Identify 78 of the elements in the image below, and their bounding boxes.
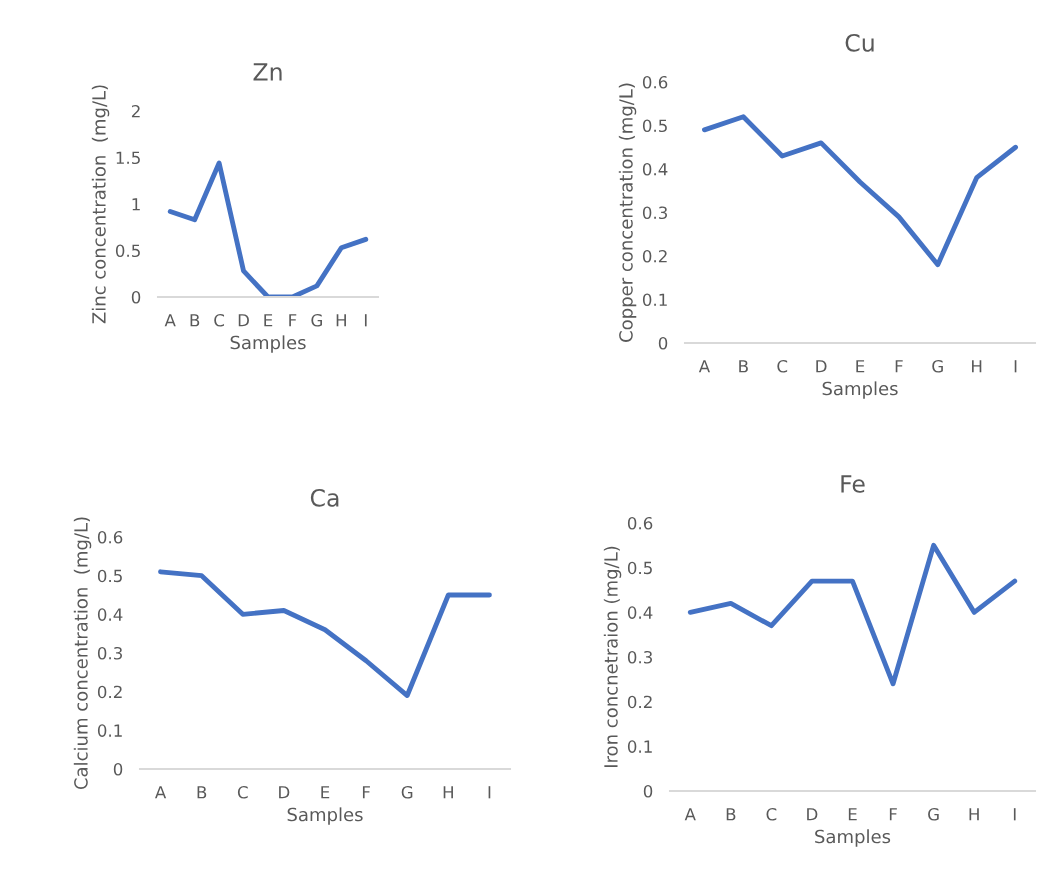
line-series xyxy=(687,542,1018,687)
x-tick-label: E xyxy=(321,786,330,799)
x-tick-label: H xyxy=(969,808,979,821)
y-tick-label: 0.4 xyxy=(627,606,653,619)
x-axis-title: Samples xyxy=(815,829,891,847)
x-tick-label: H xyxy=(336,314,346,327)
x-tick-label: E xyxy=(264,314,273,327)
y-axis-title: Iron concnetraion (mg/L) xyxy=(603,546,622,768)
x-tick-label: A xyxy=(698,360,711,373)
y-tick-label: 0 xyxy=(658,336,668,350)
y-tick-label: 0.6 xyxy=(642,75,668,89)
y-tick-label: 0.6 xyxy=(97,530,123,544)
y-tick-label: 1 xyxy=(132,198,140,211)
y-tick-label: 0.4 xyxy=(642,162,668,176)
x-tick-label: F xyxy=(289,314,297,327)
y-tick-label: 0.3 xyxy=(642,206,667,220)
y-tick-label: 0 xyxy=(113,762,123,776)
y-tick-label: 0.3 xyxy=(627,650,652,664)
y-tick-label: 0.2 xyxy=(97,685,122,699)
x-tick-label: I xyxy=(488,786,491,799)
y-tick-label: 1.5 xyxy=(116,151,140,165)
x-tick-label: D xyxy=(816,360,827,373)
x-tick-label: D xyxy=(807,808,818,821)
chart-title: Ca xyxy=(310,488,339,507)
y-tick-label: 0.6 xyxy=(627,516,653,530)
y-tick-label: 0.2 xyxy=(627,695,652,709)
y-tick-label: 0.4 xyxy=(97,608,123,621)
x-tick-label: H xyxy=(972,360,982,373)
x-tick-label: B xyxy=(726,808,736,821)
chart-title: Fe xyxy=(841,475,865,493)
x-tick-label: C xyxy=(777,359,788,373)
chart-title: Zn xyxy=(253,63,282,81)
y-axis-title: Calcium concentration (mg/L) xyxy=(73,517,92,790)
x-tick-label: G xyxy=(401,785,413,799)
y-tick-label: 0.5 xyxy=(642,119,667,133)
x-tick-label: G xyxy=(311,313,322,327)
x-tick-label: F xyxy=(895,360,903,373)
x-tick-label: F xyxy=(362,786,370,799)
x-tick-label: G xyxy=(932,359,943,373)
y-axis-title: Copper concentration (mg/L) xyxy=(618,83,637,342)
y-tick-label: 0.1 xyxy=(627,740,652,753)
y-tick-label: 0.5 xyxy=(115,244,140,258)
x-tick-label: E xyxy=(856,360,865,373)
x-tick-label: H xyxy=(443,786,453,799)
y-tick-label: 0.1 xyxy=(97,724,122,737)
y-tick-label: 0 xyxy=(643,784,653,798)
y-axis-title: Zinc concentration (mg/L) xyxy=(91,85,110,324)
y-tick-label: 2 xyxy=(131,104,140,118)
x-axis-title: Samples xyxy=(822,381,898,399)
y-tick-label: 0.2 xyxy=(642,249,667,263)
x-tick-label: A xyxy=(684,808,696,821)
x-tick-label: B xyxy=(190,314,200,327)
x-tick-label: G xyxy=(928,807,939,821)
y-tick-label: 0.5 xyxy=(97,569,122,583)
x-tick-label: D xyxy=(238,314,249,327)
x-axis-title: Samples xyxy=(230,335,306,353)
x-tick-label: B xyxy=(197,786,207,799)
chart-title: Cu xyxy=(845,33,874,52)
x-tick-label: F xyxy=(889,808,897,821)
y-tick-label: 0.3 xyxy=(97,646,122,660)
x-tick-label: E xyxy=(848,808,857,821)
line-series xyxy=(158,569,492,698)
x-tick-label: C xyxy=(237,785,248,799)
y-tick-label: 0.5 xyxy=(627,561,652,575)
x-tick-label: I xyxy=(364,314,367,327)
x-tick-label: A xyxy=(154,786,167,799)
y-tick-label: 0.1 xyxy=(642,293,667,307)
x-tick-label: D xyxy=(279,786,290,799)
line-series xyxy=(702,114,1018,268)
x-tick-label: A xyxy=(164,314,176,327)
x-tick-label: B xyxy=(739,360,748,373)
y-tick-label: 0 xyxy=(131,290,141,304)
x-tick-label: C xyxy=(766,807,777,821)
x-tick-label: I xyxy=(1013,808,1016,821)
x-tick-label: C xyxy=(214,313,225,327)
x-tick-label: I xyxy=(1014,360,1017,373)
line-series xyxy=(167,160,369,297)
x-axis-title: Samples xyxy=(287,807,363,825)
